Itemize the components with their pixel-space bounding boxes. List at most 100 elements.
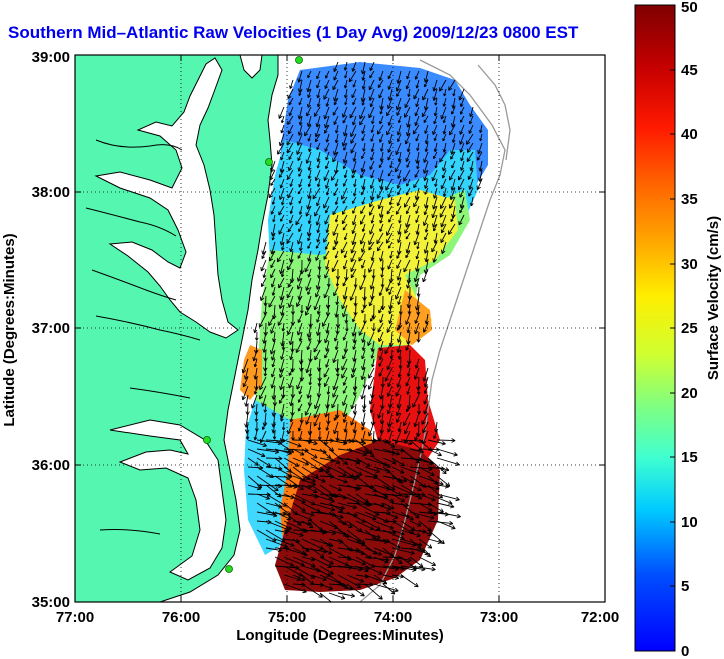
velocity-arrow-head <box>306 287 310 291</box>
velocity-arrow <box>283 475 304 491</box>
velocity-arrow-head <box>418 487 422 491</box>
velocity-arrow <box>289 214 294 224</box>
velocity-arrow <box>443 142 447 153</box>
velocity-arrow <box>368 241 375 251</box>
velocity-arrow <box>283 583 307 593</box>
velocity-arrow <box>370 133 375 142</box>
velocity-arrow <box>247 475 262 489</box>
velocity-arrow-head <box>289 525 293 530</box>
velocity-arrow-head <box>307 274 309 278</box>
velocity-arrow-head <box>410 490 414 495</box>
velocity-arrow-head <box>242 369 247 374</box>
velocity-arrow-head <box>371 328 375 332</box>
velocity-arrow-head <box>451 187 456 191</box>
velocity-arrow-head <box>266 492 271 496</box>
velocity-arrow-head <box>290 348 293 353</box>
velocity-arrow <box>442 160 447 172</box>
velocity-arrow <box>440 106 447 120</box>
velocity-arrow <box>352 322 357 337</box>
velocity-arrow <box>298 160 303 172</box>
velocity-arrow-head <box>422 277 424 282</box>
velocity-arrow-head <box>342 534 347 537</box>
velocity-arrow-head <box>271 201 274 205</box>
velocity-arrow-head <box>336 608 340 609</box>
velocity-arrow <box>384 340 393 355</box>
velocity-arrow-head <box>288 131 292 135</box>
velocity-arrow-head <box>360 241 365 245</box>
velocity-arrow <box>307 97 312 108</box>
velocity-arrow <box>372 430 375 444</box>
velocity-arrow-head <box>405 321 410 325</box>
velocity-arrow-head <box>315 122 318 128</box>
velocity-arrow-head <box>423 158 425 163</box>
velocity-arrow-head <box>450 150 452 155</box>
velocity-arrow <box>327 385 330 395</box>
velocity-arrow-head <box>310 323 313 328</box>
velocity-arrow-head <box>307 347 311 351</box>
velocity-arrow <box>337 457 361 462</box>
velocity-arrow-head <box>344 429 348 433</box>
velocity-arrow <box>364 583 383 600</box>
velocity-arrow-head <box>298 211 301 215</box>
velocity-arrow-head <box>378 177 380 183</box>
velocity-arrow <box>400 538 423 546</box>
velocity-arrow-head <box>332 512 336 516</box>
velocity-arrow-head <box>342 143 347 147</box>
velocity-arrow <box>299 331 303 342</box>
velocity-arrow-head <box>352 507 357 510</box>
velocity-arrow-head <box>309 516 313 521</box>
velocity-arrow-head <box>331 495 336 498</box>
velocity-arrow <box>265 475 292 478</box>
velocity-arrow-head <box>415 283 417 288</box>
velocity-arrow-head <box>361 442 366 446</box>
velocity-arrow <box>332 151 339 163</box>
velocity-arrow <box>368 376 375 390</box>
velocity-arrow-head <box>300 532 304 537</box>
velocity-arrow-head <box>361 439 366 443</box>
velocity-arrow-head <box>396 338 399 343</box>
velocity-arrow <box>418 457 433 465</box>
velocity-arrow-head <box>379 293 383 296</box>
velocity-arrow <box>301 583 323 598</box>
velocity-arrow-head <box>281 427 284 431</box>
velocity-arrow-head <box>317 95 321 99</box>
velocity-arrow-head <box>398 339 402 343</box>
velocity-arrow-head <box>451 213 454 218</box>
velocity-arrow <box>316 79 321 89</box>
velocity-arrow <box>337 565 363 571</box>
velocity-arrow <box>352 160 357 174</box>
velocity-arrow <box>281 115 285 123</box>
velocity-arrow-head <box>444 469 450 472</box>
velocity-arrow-head <box>359 116 364 120</box>
velocity-arrow-head <box>301 562 305 566</box>
velocity-arrow <box>332 106 339 116</box>
velocity-arrow <box>328 457 340 464</box>
velocity-arrow <box>424 124 429 134</box>
velocity-arrow <box>381 277 384 288</box>
velocity-arrow-head <box>278 231 283 235</box>
velocity-arrow-head <box>418 522 422 527</box>
colorbar-tick-label: 10 <box>681 514 698 531</box>
velocity-arrow-head <box>386 240 391 244</box>
velocity-arrow <box>422 88 429 101</box>
velocity-arrow-head <box>317 274 320 279</box>
velocity-arrow-head <box>260 297 265 301</box>
velocity-arrow <box>301 484 318 493</box>
velocity-arrow <box>436 484 449 488</box>
velocity-arrow <box>361 349 366 360</box>
velocity-arrow-head <box>369 87 373 91</box>
velocity-arrow <box>283 439 302 447</box>
velocity-arrow-head <box>423 78 426 83</box>
velocity-arrow-head <box>271 374 275 378</box>
velocity-arrow <box>443 187 447 197</box>
velocity-arrow <box>346 502 372 506</box>
velocity-arrow-head <box>406 123 409 128</box>
velocity-arrow <box>305 304 312 316</box>
velocity-arrow-head <box>413 185 418 189</box>
velocity-arrow-head <box>422 278 427 283</box>
velocity-arrow <box>425 223 429 233</box>
velocity-arrow <box>362 358 366 370</box>
velocity-arrow <box>288 160 294 171</box>
velocity-arrow-head <box>334 219 337 223</box>
velocity-arrow <box>369 88 375 101</box>
